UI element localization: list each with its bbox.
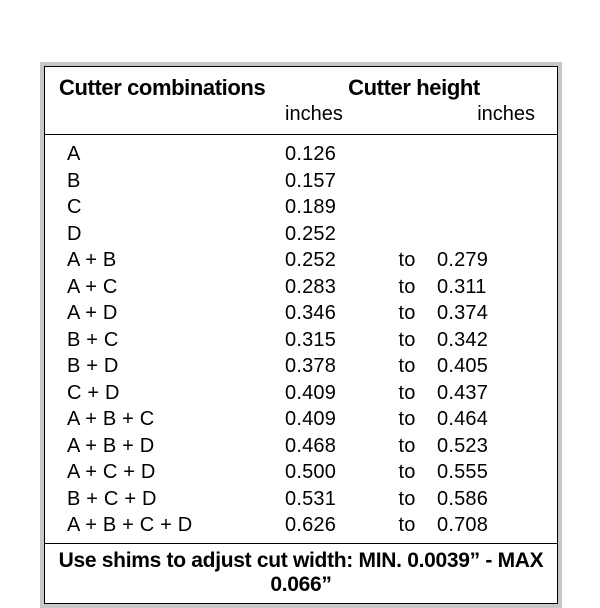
cell-height-min: 0.626 [285, 512, 377, 539]
header-col-height: Cutter height [285, 75, 543, 101]
cell-combination: A + B + D [67, 433, 285, 460]
cell-height-min: 0.378 [285, 353, 377, 380]
cell-height-max: 0.708 [437, 512, 507, 539]
cell-combination: A + B + C + D [67, 512, 285, 539]
table-row: B + C0.315to0.342 [67, 327, 543, 354]
table-row: C0.189 [67, 194, 543, 221]
table-inner-frame: Cutter combinations Cutter height inches… [44, 66, 558, 604]
header-unit-right: inches [385, 103, 543, 126]
table-footer-note: Use shims to adjust cut width: MIN. 0.00… [45, 543, 557, 603]
cell-to: to [377, 274, 437, 301]
cell-height-max: 0.405 [437, 353, 507, 380]
cell-to: to [377, 380, 437, 407]
cell-to: to [377, 512, 437, 539]
cell-to: to [377, 247, 437, 274]
header-row-units: inches inches [59, 101, 543, 132]
table-row: A + B + D0.468to0.523 [67, 433, 543, 460]
cell-height-min: 0.157 [285, 168, 377, 195]
header-row-titles: Cutter combinations Cutter height [59, 75, 543, 101]
cell-height-max: 0.311 [437, 274, 507, 301]
table-row: C + D0.409to0.437 [67, 380, 543, 407]
table-outer-frame: Cutter combinations Cutter height inches… [40, 62, 562, 608]
cell-combination: B + D [67, 353, 285, 380]
cell-height-max: 0.374 [437, 300, 507, 327]
cell-combination: B [67, 168, 285, 195]
header-col-combinations: Cutter combinations [59, 75, 285, 101]
cell-height-max: 0.437 [437, 380, 507, 407]
cell-to: to [377, 353, 437, 380]
table-row: B0.157 [67, 168, 543, 195]
table-row: B + C + D0.531to0.586 [67, 486, 543, 513]
cell-to: to [377, 406, 437, 433]
cell-combination: B + C + D [67, 486, 285, 513]
table-row: A + B + C0.409to0.464 [67, 406, 543, 433]
cell-height-max: 0.464 [437, 406, 507, 433]
table-row: B + D0.378to0.405 [67, 353, 543, 380]
table-row: A + C + D0.500to0.555 [67, 459, 543, 486]
cell-height-min: 0.189 [285, 194, 377, 221]
cell-height-min: 0.126 [285, 141, 377, 168]
cell-combination: D [67, 221, 285, 248]
cell-to: to [377, 327, 437, 354]
cell-to: to [377, 433, 437, 460]
cell-combination: A + C + D [67, 459, 285, 486]
cell-height-min: 0.252 [285, 221, 377, 248]
table-row: A + D0.346to0.374 [67, 300, 543, 327]
table-row: A + C0.283to0.311 [67, 274, 543, 301]
cell-combination: C [67, 194, 285, 221]
cell-height-min: 0.500 [285, 459, 377, 486]
header-unit-left: inches [285, 103, 385, 126]
cell-height-min: 0.409 [285, 380, 377, 407]
cell-to: to [377, 300, 437, 327]
cell-combination: A + D [67, 300, 285, 327]
cell-height-min: 0.346 [285, 300, 377, 327]
cell-to: to [377, 486, 437, 513]
cell-combination: A [67, 141, 285, 168]
cell-height-max: 0.523 [437, 433, 507, 460]
cell-combination: B + C [67, 327, 285, 354]
cell-height-max: 0.555 [437, 459, 507, 486]
cell-height-max: 0.586 [437, 486, 507, 513]
table-body: A0.126B0.157C0.189D0.252A + B0.252to0.27… [45, 135, 557, 543]
header-units-spacer [59, 103, 285, 126]
cell-height-max: 0.279 [437, 247, 507, 274]
cell-height-max: 0.342 [437, 327, 507, 354]
cell-combination: A + B [67, 247, 285, 274]
cell-combination: C + D [67, 380, 285, 407]
cell-height-min: 0.283 [285, 274, 377, 301]
cell-height-min: 0.409 [285, 406, 377, 433]
table-row: A0.126 [67, 141, 543, 168]
cell-height-min: 0.315 [285, 327, 377, 354]
cell-combination: A + C [67, 274, 285, 301]
cell-height-min: 0.468 [285, 433, 377, 460]
cell-to: to [377, 459, 437, 486]
cell-height-min: 0.252 [285, 247, 377, 274]
table-row: A + B0.252to0.279 [67, 247, 543, 274]
page: Cutter combinations Cutter height inches… [0, 0, 600, 600]
table-row: D0.252 [67, 221, 543, 248]
cell-combination: A + B + C [67, 406, 285, 433]
table-row: A + B + C + D0.626to0.708 [67, 512, 543, 539]
table-header: Cutter combinations Cutter height inches… [45, 67, 557, 134]
cell-height-min: 0.531 [285, 486, 377, 513]
